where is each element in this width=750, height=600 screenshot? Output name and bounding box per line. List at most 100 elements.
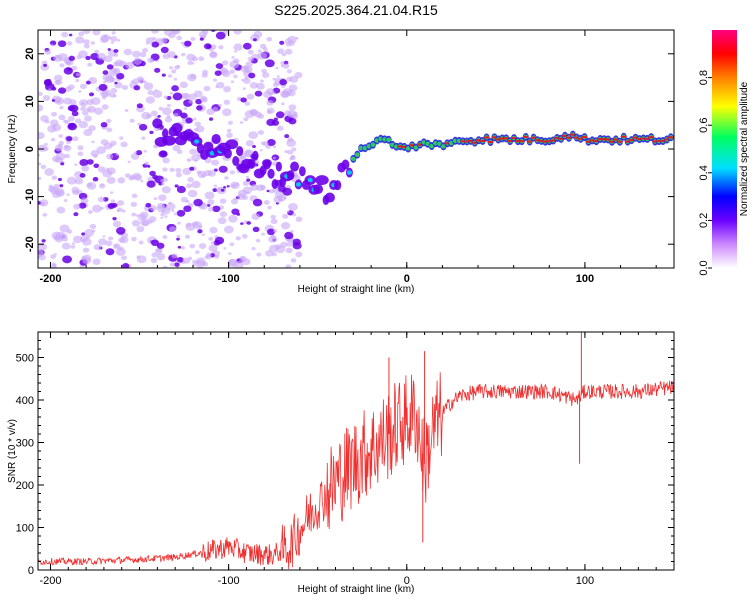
spectrogram-speckle [216, 187, 223, 193]
spectrogram-speckle [173, 112, 179, 117]
spectrogram-speckle [288, 117, 297, 125]
spectrogram-speckle [136, 76, 144, 82]
spectrogram-speckle [129, 118, 135, 123]
spectrogram-speckle [201, 233, 205, 237]
spectrogram-speckle [100, 121, 108, 128]
spectrogram-speckle [38, 249, 44, 258]
spectrogram-speckle [245, 175, 249, 179]
spectrogram-ridge-blob [324, 192, 335, 203]
spectrogram-speckle [189, 148, 197, 155]
spectrogram-speckle [110, 41, 115, 44]
spectrogram-speckle [262, 141, 269, 147]
spectrogram-speckle [38, 162, 42, 166]
spectrogram-ridge-blob [333, 180, 342, 191]
spectrogram-speckle [107, 202, 116, 210]
spectrogram-speckle [176, 234, 181, 238]
spectrogram-speckle [72, 136, 79, 142]
spectrogram-speckle [54, 97, 65, 105]
spectrogram-speckle [292, 213, 297, 217]
spectrogram-speckle [98, 83, 108, 91]
spectrogram-speckle [60, 162, 65, 166]
spectrogram-speckle [209, 226, 218, 234]
spectrogram-speckle [275, 111, 285, 119]
spectrogram-speckle [244, 101, 251, 106]
spectrogram-speckle [63, 67, 73, 75]
spectrogram-speckle [224, 176, 229, 180]
spectrogram-speckle [151, 252, 158, 258]
spectrogram-speckle [66, 136, 73, 142]
spectrogram-speckle [259, 43, 267, 49]
spectrogram-speckle [239, 121, 244, 124]
spectrogram-speckle [52, 191, 61, 199]
spectrogram-speckle [66, 176, 77, 185]
spectrogram-speckle [228, 252, 232, 255]
spectrogram-speckle [121, 255, 127, 261]
spectrogram-speckle [249, 81, 259, 89]
spectrogram-speckle [273, 117, 278, 121]
spectrogram-speckle [121, 209, 126, 213]
spectrogram-speckle [76, 54, 82, 60]
spectrogram-speckle [106, 176, 116, 184]
spectrogram-speckle [276, 125, 284, 131]
spectrogram-ridge-blob [171, 122, 183, 133]
spectrogram-speckle [150, 110, 158, 117]
spectrogram-speckle [119, 236, 129, 244]
spectrogram-speckle [138, 240, 144, 245]
spectrogram-speckle [189, 166, 195, 171]
spectrogram-speckle [261, 232, 265, 236]
snr-ytick-label: 0 [28, 565, 34, 577]
spectrogram-speckle [270, 214, 276, 220]
spectrogram-speckle [54, 144, 64, 152]
spectrogram-speckle [264, 59, 275, 68]
spectrogram-speckle [194, 121, 201, 127]
spectrogram-ridge-mid [350, 156, 356, 162]
spectrogram-speckle [267, 205, 272, 210]
spectrogram-speckle [266, 99, 274, 106]
spectrogram-speckle [136, 225, 145, 233]
spectrogram-speckle [88, 92, 95, 97]
spectrogram-speckle [144, 161, 150, 166]
spectrogram-speckle [275, 66, 279, 70]
spectrogram-speckle [266, 118, 276, 127]
spectrogram-speckle [116, 226, 126, 235]
spectrogram-speckle [231, 208, 240, 215]
spectrogram-speckle [78, 202, 87, 209]
spectrogram-speckle [100, 183, 105, 187]
spectrogram-speckle [117, 177, 126, 184]
spectrogram-speckle [176, 237, 180, 241]
spectrogram-speckle [273, 145, 277, 149]
spectrogram-speckle [82, 247, 90, 253]
spectrogram-speckle [254, 90, 263, 97]
spectrogram-ridge-blob [252, 150, 259, 161]
spectrogram-speckle [53, 234, 62, 241]
spectrogram-speckle [252, 38, 257, 42]
spectrogram-ridge-blob [225, 139, 239, 150]
spectrogram-speckle [81, 232, 86, 236]
spectrogram-speckle [103, 80, 107, 84]
spectrogram-speckle [161, 186, 171, 194]
spectrogram-speckle [235, 236, 241, 241]
spectrogram-speckle [94, 49, 100, 54]
snr-ytick-label: 400 [16, 395, 34, 407]
spectrogram-speckle [84, 115, 92, 122]
spectrogram-speckle [174, 262, 180, 267]
spectrogram-ridge-core [507, 139, 514, 143]
spectrogram-speckle [241, 233, 248, 239]
spectrogram-speckle [189, 243, 196, 249]
spectrogram-speckle [91, 140, 95, 144]
spectrogram-speckle [199, 95, 207, 102]
spectrogram-speckle [286, 241, 294, 247]
spectrogram-speckle [61, 31, 69, 38]
spectrogram-speckle [106, 64, 114, 70]
spectrogram-speckle [158, 106, 164, 111]
spectrogram-speckle [59, 224, 70, 233]
spectrogram-speckle [174, 184, 179, 188]
spectrogram-speckle [169, 262, 175, 267]
spectrogram-speckle [110, 199, 116, 204]
spectrogram-speckle [246, 93, 255, 100]
spectrogram-speckle [226, 128, 232, 133]
spectrogram-speckle [292, 238, 301, 246]
spectrogram-marks [38, 30, 674, 268]
spectrogram-speckle [50, 111, 58, 117]
